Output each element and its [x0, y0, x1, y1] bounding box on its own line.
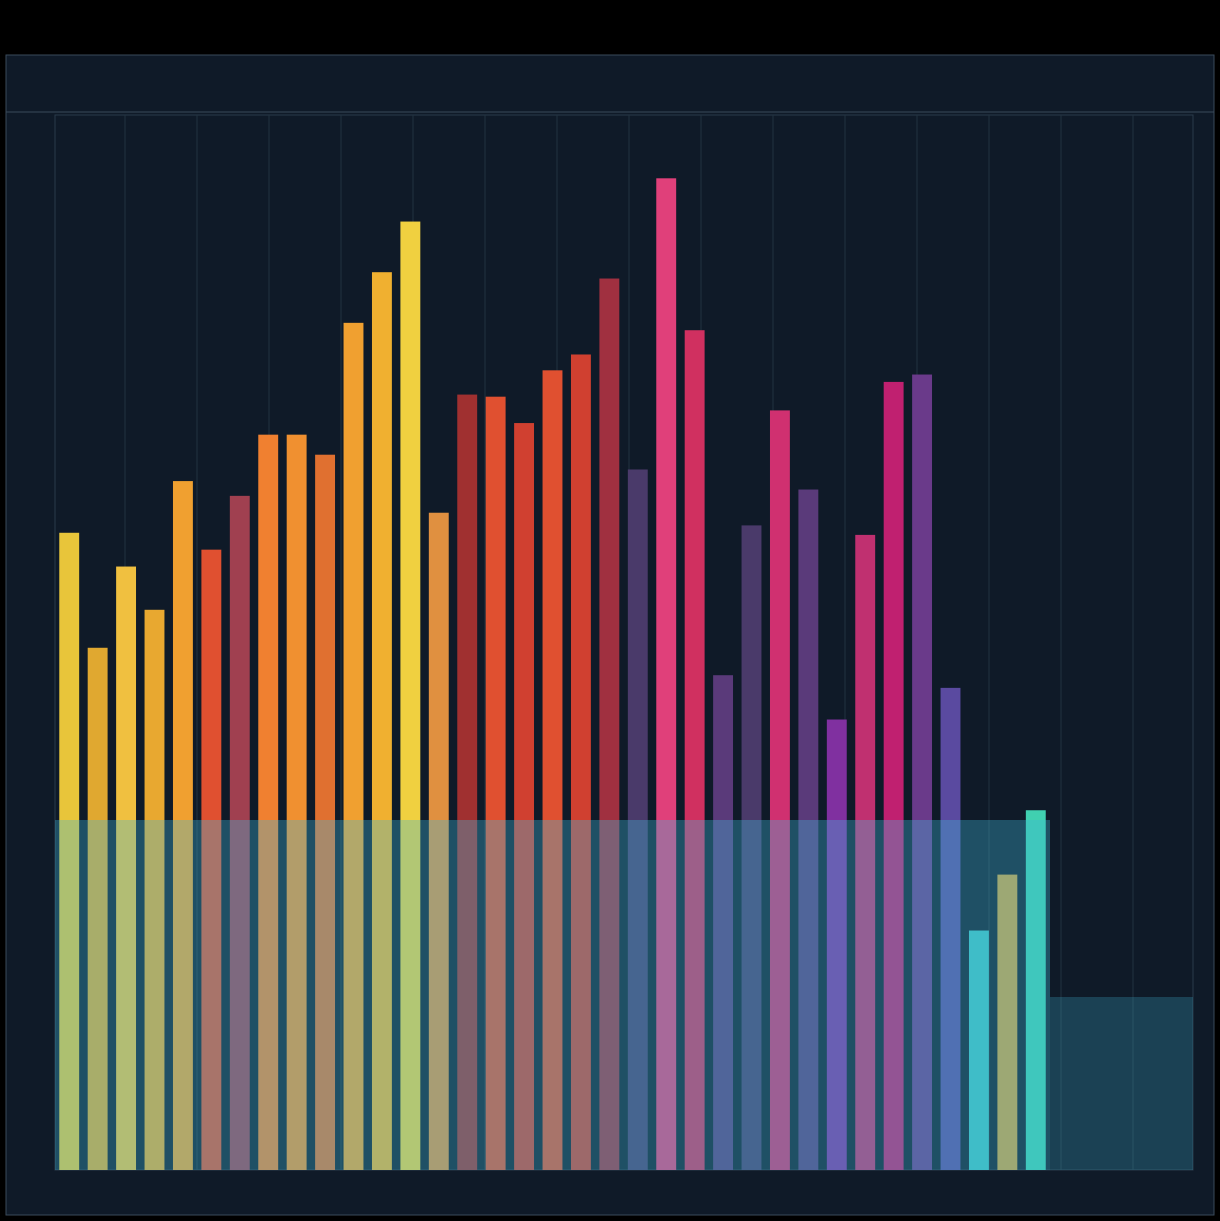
bar [826, 719, 847, 1170]
bar [229, 495, 250, 1171]
bar [514, 423, 535, 1170]
bar [428, 512, 449, 1170]
plot-area [54, 114, 1194, 1171]
bar [627, 469, 648, 1171]
bar [286, 434, 307, 1170]
bar [542, 370, 563, 1170]
bar [997, 874, 1018, 1170]
bar [741, 525, 762, 1170]
bars [59, 178, 1046, 1171]
bar [343, 322, 364, 1171]
bar [684, 330, 705, 1171]
bar [485, 396, 506, 1170]
bar [144, 609, 165, 1170]
bar [315, 454, 336, 1171]
bar [116, 566, 137, 1170]
bar [258, 434, 279, 1170]
overlay-band [55, 820, 1050, 1170]
bar [172, 481, 193, 1171]
bar [968, 930, 989, 1170]
bar [599, 278, 620, 1170]
bar [798, 489, 819, 1170]
bar [656, 178, 677, 1171]
bar [912, 374, 933, 1170]
bar [59, 532, 80, 1170]
bar [1025, 810, 1046, 1170]
bar [457, 394, 478, 1170]
overlay-band [1050, 997, 1193, 1170]
bar [883, 381, 904, 1170]
bar [87, 647, 108, 1170]
bar [570, 354, 591, 1170]
bar [855, 534, 876, 1170]
bar [371, 272, 392, 1170]
bar [713, 675, 734, 1170]
bar [940, 687, 961, 1170]
bar [201, 549, 222, 1170]
bar [769, 410, 790, 1170]
bar [400, 221, 421, 1170]
